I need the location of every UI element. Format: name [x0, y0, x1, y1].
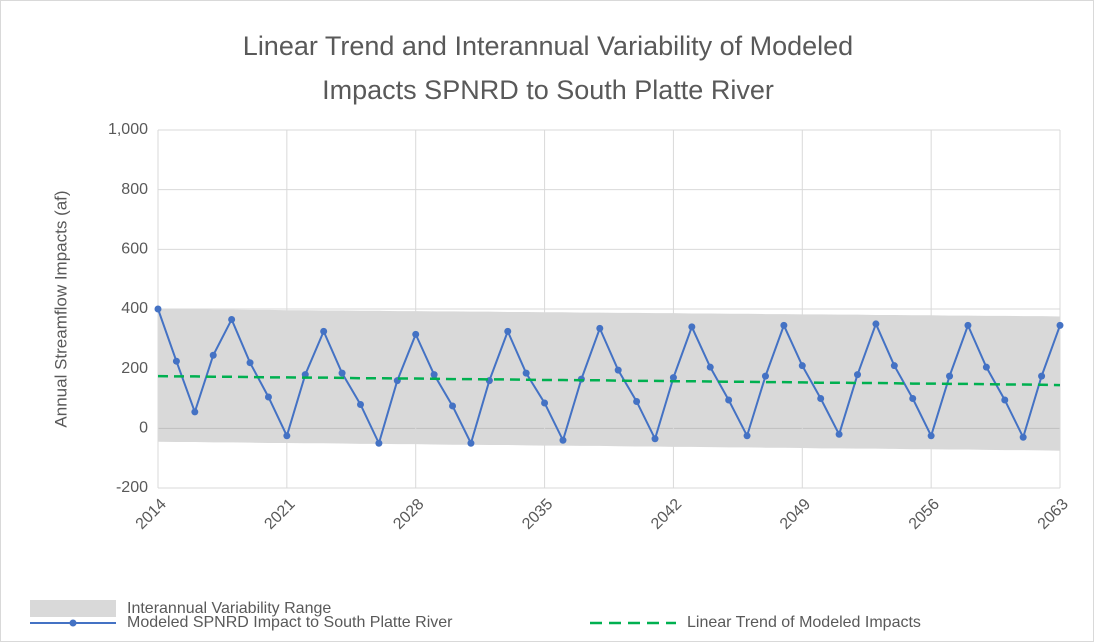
data-point: [688, 323, 696, 331]
y-tick-label: 600: [121, 241, 148, 258]
data-point: [320, 327, 328, 335]
y-tick-label: 0: [139, 420, 148, 437]
data-point: [743, 432, 751, 440]
data-point: [890, 362, 898, 370]
data-point: [798, 362, 806, 370]
legend-label: Modeled SPNRD Impact to South Platte Riv…: [127, 614, 453, 631]
data-point: [633, 397, 641, 405]
y-tick-label: 400: [121, 300, 148, 317]
y-tick-label: -200: [116, 479, 148, 496]
data-point: [1056, 321, 1064, 329]
legend-label: Linear Trend of Modeled Impacts: [687, 614, 921, 631]
data-point: [246, 359, 254, 367]
data-point: [614, 366, 622, 374]
data-point: [817, 395, 825, 402]
data-point: [927, 432, 935, 440]
data-point: [283, 432, 291, 440]
data-point: [669, 374, 677, 382]
data-point: [854, 371, 862, 379]
data-point: [356, 400, 364, 408]
data-point: [172, 357, 180, 365]
data-point: [835, 430, 843, 438]
data-point: [154, 305, 162, 313]
chart-title: Impacts SPNRD to South Platte River: [322, 75, 774, 105]
chart-title: Linear Trend and Interannual Variability…: [243, 31, 853, 61]
data-point: [725, 396, 733, 404]
data-point: [780, 321, 788, 329]
data-point: [449, 402, 457, 410]
data-point: [412, 330, 420, 338]
data-point: [872, 320, 880, 328]
y-tick-label: 800: [121, 181, 148, 198]
data-point: [430, 371, 438, 379]
data-point: [1019, 433, 1027, 441]
data-point: [522, 369, 530, 377]
data-point: [1038, 372, 1046, 380]
legend-marker: [69, 619, 77, 627]
data-point: [706, 363, 714, 371]
data-point: [651, 435, 659, 443]
data-point: [375, 439, 383, 447]
data-point: [504, 327, 512, 335]
data-point: [467, 439, 475, 447]
data-point: [964, 321, 972, 329]
y-tick-label: 1,000: [108, 121, 148, 138]
data-point: [559, 436, 567, 444]
data-point: [541, 399, 549, 407]
series-line: [157, 308, 1061, 447]
y-tick-label: 200: [121, 360, 148, 377]
legend-swatch: [30, 600, 116, 617]
data-point: [982, 363, 990, 371]
data-point: [209, 351, 217, 359]
data-point: [909, 395, 917, 402]
data-point: [191, 408, 199, 416]
data-point: [338, 369, 346, 377]
legend-label: Interannual Variability Range: [127, 600, 331, 617]
data-point: [1001, 396, 1009, 404]
series-line: [157, 374, 1061, 387]
y-axis-label: Annual Streamflow Impacts (af): [51, 190, 70, 427]
data-point: [228, 315, 236, 323]
data-point: [596, 324, 604, 332]
data-point: [761, 372, 769, 380]
data-point: [264, 393, 272, 401]
data-point: [946, 372, 954, 380]
